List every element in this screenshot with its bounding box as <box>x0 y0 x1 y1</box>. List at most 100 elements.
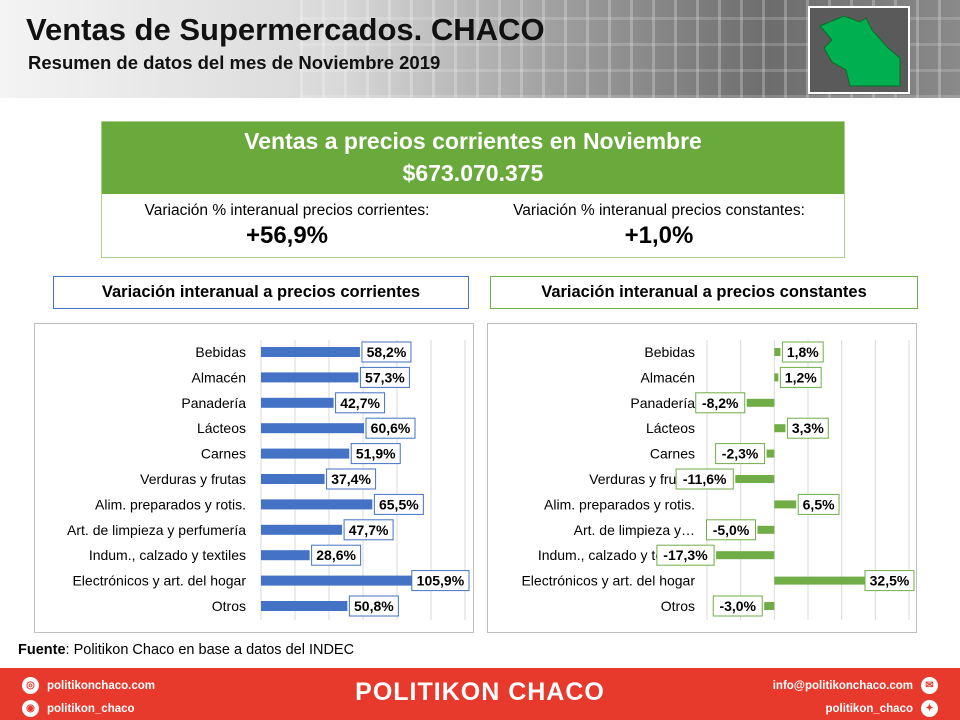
summary-title: Ventas a precios corrientes en Noviembre <box>244 128 702 154</box>
category-label: Almacén <box>192 369 246 385</box>
footer-twitter-text: politikon_chaco <box>825 702 913 715</box>
data-label-box <box>335 392 386 414</box>
data-label: 3,3% <box>792 420 824 436</box>
data-label: 60,6% <box>371 420 411 436</box>
footer-bar: ◎ politikonchaco.com ◉ politikon_chaco P… <box>0 668 960 720</box>
category-label: Indum., calzado y textiles <box>89 547 246 563</box>
current-prices-section-title: Variación interanual a precios corriente… <box>53 276 469 309</box>
summary-header: Ventas a precios corrientes en Noviembre… <box>102 122 844 194</box>
constant-prices-section-title: Variación interanual a precios constante… <box>490 276 918 309</box>
data-label: 42,7% <box>340 395 380 411</box>
data-label: -11,6% <box>683 471 727 487</box>
source-text: : Politikon Chaco en base a datos del IN… <box>65 642 355 658</box>
category-label: Indum., calzado y textiles <box>538 547 695 563</box>
data-label-box <box>365 417 416 439</box>
data-label: 28,6% <box>316 547 356 563</box>
bar <box>774 576 884 585</box>
category-label: Otros <box>661 598 695 614</box>
category-label: Almacén <box>641 369 695 385</box>
data-label-box <box>373 493 424 515</box>
bar <box>766 449 775 458</box>
category-label: Alim. preparados y rotis. <box>544 496 695 512</box>
sales-summary-box: Ventas a precios corrientes en Noviembre… <box>101 121 845 258</box>
data-label-box <box>656 544 715 566</box>
mail-icon: ✉ <box>921 677 938 694</box>
globe-icon: ◎ <box>22 677 39 694</box>
data-label: -17,3% <box>663 547 708 563</box>
data-label-box <box>359 366 410 388</box>
data-label-box <box>797 493 840 515</box>
variation-current-value: +56,9% <box>245 222 329 249</box>
summary-amount: $673.070.375 <box>402 160 544 186</box>
footer-twitter-link[interactable]: politikon_chaco ✦ <box>825 700 938 717</box>
data-label-box <box>779 366 822 388</box>
data-label-box <box>864 570 915 592</box>
variation-current-prices: Variación % interanual precios corriente… <box>102 202 472 250</box>
bar <box>261 474 325 484</box>
data-label: 51,9% <box>356 446 396 462</box>
category-label: Otros <box>212 598 246 614</box>
data-label: 1,8% <box>787 344 819 360</box>
variation-current-label: Variación % interanual precios corriente… <box>144 202 430 219</box>
bar <box>261 372 359 383</box>
bar <box>261 575 442 586</box>
current-prices-chart-panel: Bebidas 58,2% Almacén 57,3% Panadería 42,7% Lá… <box>34 323 474 633</box>
data-label-box <box>712 595 763 617</box>
category-label: Bebidas <box>644 344 695 360</box>
data-label: 50,8% <box>354 598 394 614</box>
bar <box>774 348 781 356</box>
page-title: Ventas de Supermercados. CHACO <box>26 12 545 47</box>
source-label: Fuente <box>18 642 66 658</box>
data-label: 57,3% <box>365 369 405 385</box>
variation-constant-label: Variación % interanual precios constante… <box>513 202 805 219</box>
data-label-box <box>361 341 412 363</box>
page-subtitle: Resumen de datos del mes de Noviembre 20… <box>28 52 441 73</box>
category-label: Carnes <box>650 446 695 462</box>
bar <box>716 551 775 560</box>
footer-email-text: info@politikonchaco.com <box>772 679 913 692</box>
data-label: 37,4% <box>331 471 371 487</box>
chaco-province-map-icon <box>808 6 910 94</box>
bar <box>764 602 775 610</box>
category-label: Art. de limpieza y perfumería <box>67 522 246 538</box>
header-banner: Ventas de Supermercados. CHACO Resumen d… <box>0 0 960 98</box>
data-label: 65,5% <box>379 496 419 512</box>
category-label: Verduras y frutas <box>589 471 695 487</box>
category-label: Carnes <box>201 446 246 462</box>
data-label: 105,9% <box>417 573 465 589</box>
footer-website-link[interactable]: ◎ politikonchaco.com <box>22 677 155 694</box>
category-label: Bebidas <box>195 344 246 360</box>
current-prices-bar-chart: Bebidas 58,2% Almacén 57,3% Panadería 42,7% Lá… <box>67 340 470 620</box>
category-label: Alim. preparados y rotis. <box>95 496 246 512</box>
bar <box>261 397 334 408</box>
data-label-box <box>695 392 746 414</box>
category-label: Electrónicos y art. del hogar <box>72 573 246 589</box>
category-label: Electrónicos y art. del hogar <box>521 573 695 589</box>
bar <box>261 601 348 611</box>
data-label: 1,2% <box>785 369 817 385</box>
footer-email-link[interactable]: info@politikonchaco.com ✉ <box>773 677 938 694</box>
data-label: 32,5% <box>870 573 910 589</box>
constant-prices-bar-chart: Bebidas 1,8% Almacén 1,2% Panadería -8,2% Láct… <box>521 340 915 620</box>
variation-constant-value: +1,0% <box>624 222 694 249</box>
bar <box>774 424 786 433</box>
data-label-box <box>675 468 734 490</box>
footer-website-text: politikonchaco.com <box>47 679 155 692</box>
constant-prices-chart-panel: Bebidas 1,8% Almacén 1,2% Panadería -8,2% Láct… <box>487 323 917 633</box>
bar <box>261 524 343 535</box>
footer-instagram-link[interactable]: ◉ politikon_chaco <box>22 700 135 717</box>
bar <box>757 525 775 534</box>
category-label: Lácteos <box>646 420 695 436</box>
bar <box>261 448 350 459</box>
category-label: Panadería <box>181 395 246 411</box>
data-label: -8,2% <box>702 395 739 411</box>
data-label: -3,0% <box>719 598 756 614</box>
bar <box>774 500 797 509</box>
bar <box>735 475 775 483</box>
data-label-box <box>350 443 401 465</box>
data-label-box <box>343 519 394 541</box>
data-label: -5,0% <box>713 522 750 538</box>
category-label: Lácteos <box>197 420 246 436</box>
data-label-box <box>326 468 377 490</box>
variation-constant-prices: Variación % interanual precios constante… <box>474 202 844 250</box>
